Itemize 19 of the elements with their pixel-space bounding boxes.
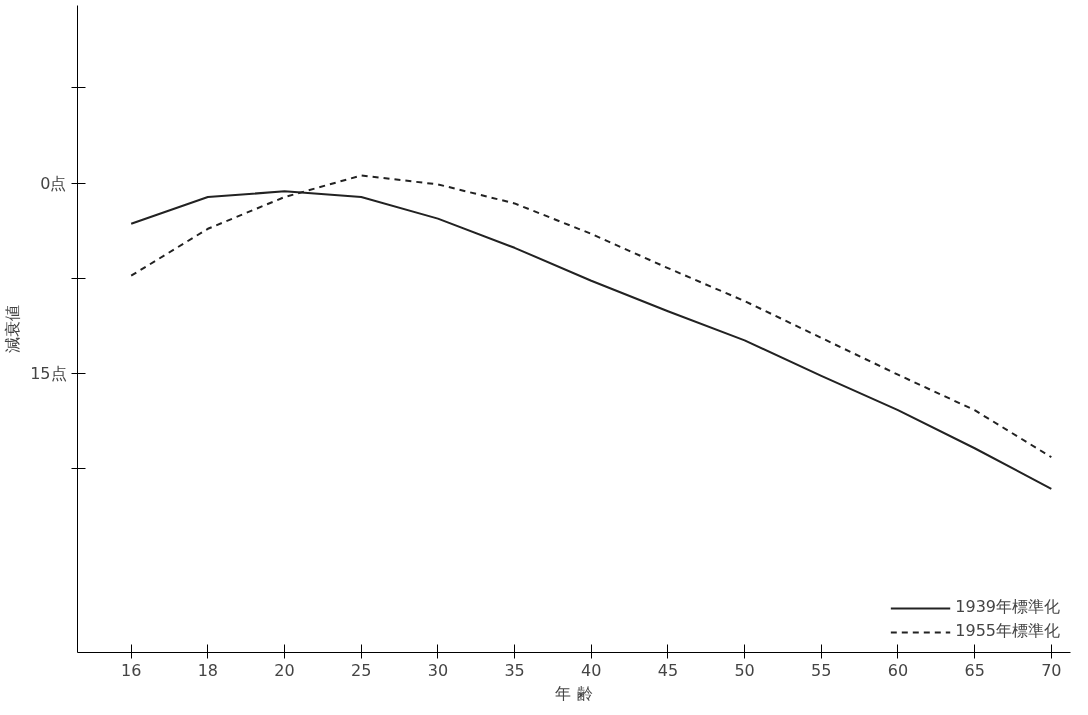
x-tick-label: 50 [734,660,755,680]
x-tick-label: 70 [1041,660,1062,680]
y-tick-label: 0点 [40,173,67,193]
y-tick-label: 15点 [30,363,67,383]
x-tick-label: 20 [274,660,295,680]
x-tick-label: 40 [581,660,602,680]
x-tick-label: 65 [964,660,985,680]
x-tick-label: 60 [887,660,909,680]
x-tick-label: 55 [811,660,832,680]
legend-label: 1955年標準化 [955,621,1060,642]
x-tick-label: 30 [427,660,449,680]
x-tick-label: 25 [351,660,372,680]
y-axis-title: 減衰値 [3,305,23,353]
x-tick-label: 45 [657,660,679,680]
legend-label: 1939年標準化 [955,597,1060,618]
x-tick-label: 16 [121,660,142,680]
x-axis-title: 年 齢 [555,683,593,703]
x-tick-label: 18 [197,660,219,680]
x-tick-label: 35 [504,660,525,680]
